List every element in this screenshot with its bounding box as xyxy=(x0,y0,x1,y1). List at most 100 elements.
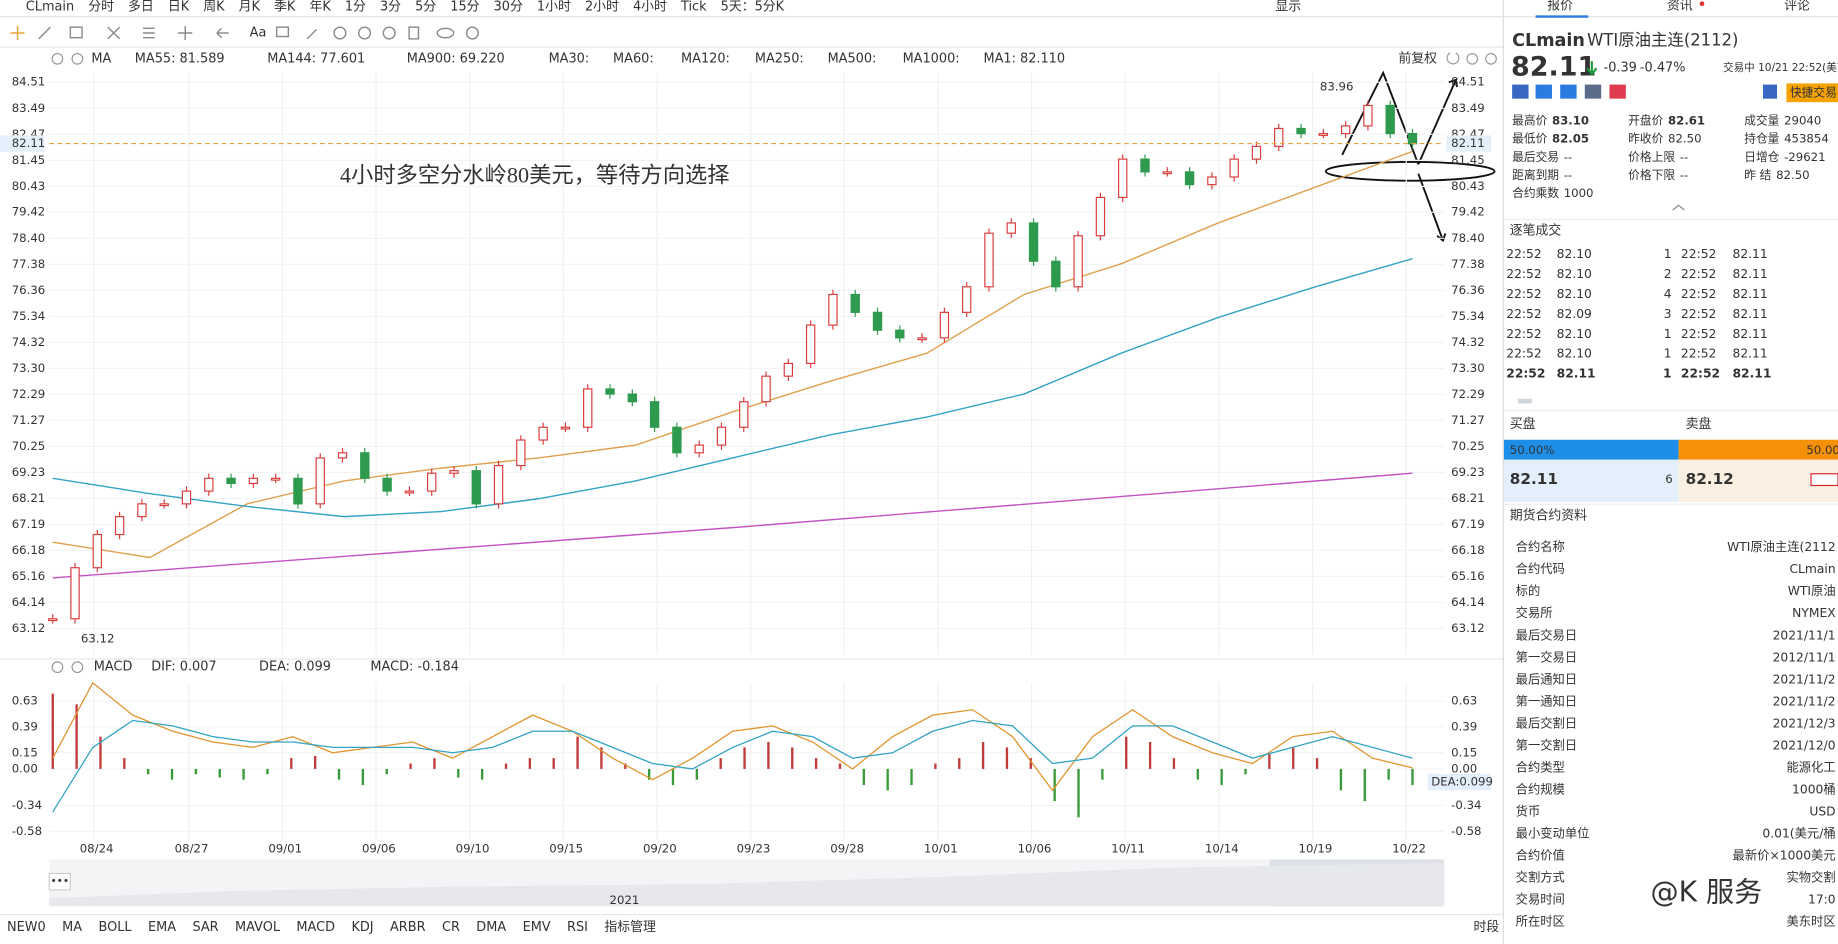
period-tab[interactable]: 1小时 xyxy=(537,0,571,15)
contract-label: 标的 xyxy=(1516,583,1541,598)
y-tick-label: 0.63 xyxy=(12,694,38,708)
quick-trade-label[interactable]: 快捷交易 xyxy=(1790,85,1837,99)
candle-body xyxy=(226,477,236,485)
period-tab[interactable]: 日K xyxy=(168,0,190,15)
indicator-tab[interactable]: SAR xyxy=(192,920,218,935)
period-tab[interactable]: 分时 xyxy=(88,0,114,15)
period-tab[interactable]: 30分 xyxy=(494,0,523,15)
indicator-tab[interactable]: EMA xyxy=(148,920,176,935)
contract-value: 美东时区 xyxy=(1786,915,1835,929)
y-tick-label-right: 80.43 xyxy=(1451,179,1485,193)
contract-value: 1000桶 xyxy=(1792,782,1836,797)
indicator-tab[interactable]: DMA xyxy=(476,920,506,935)
trade-time: 22:52 xyxy=(1681,347,1716,361)
indicator-tab[interactable]: MA xyxy=(62,920,82,935)
candle-body xyxy=(1184,171,1195,186)
period-tab[interactable]: Tick xyxy=(680,0,707,15)
panel-tab[interactable]: 报价 xyxy=(1547,0,1573,14)
candle-body xyxy=(427,472,437,492)
y-tick-label: 76.36 xyxy=(12,283,46,297)
period-tab[interactable]: 多日 xyxy=(128,0,154,15)
trade-time: 22:52 xyxy=(1506,367,1545,381)
timeline-menu[interactable] xyxy=(48,872,71,891)
trade-price: 82.09 xyxy=(1557,307,1592,321)
text-tool[interactable]: Aa xyxy=(250,26,267,41)
macd-bar xyxy=(1196,768,1199,780)
symbol-selector[interactable]: CLmain xyxy=(26,0,74,15)
candle-body xyxy=(204,477,214,492)
adjust-mode[interactable]: 前复权 xyxy=(1398,50,1437,66)
ma-line xyxy=(52,150,1413,559)
period-tab[interactable]: 5天：5分K xyxy=(721,0,785,15)
period-tab[interactable]: 周K xyxy=(203,0,225,15)
display-menu[interactable]: 显示 xyxy=(1275,0,1301,15)
macd-bar xyxy=(1268,752,1271,769)
ask-size-box xyxy=(1810,473,1838,487)
macd-bar xyxy=(528,758,532,769)
period-tab[interactable]: 15分 xyxy=(450,0,479,15)
macd-bar xyxy=(1411,768,1414,786)
period-tab[interactable]: 3分 xyxy=(380,0,401,15)
candle-body xyxy=(516,439,526,467)
bid-cell[interactable] xyxy=(1503,459,1679,502)
trade-time: 22:52 xyxy=(1681,327,1716,341)
stat-value: 1000 xyxy=(1564,186,1594,200)
candle-body xyxy=(382,477,392,492)
panel-icons[interactable] xyxy=(51,52,1497,674)
y-tick-label-right: 64.14 xyxy=(1451,595,1485,609)
contract-value: 17:0 xyxy=(1808,893,1836,907)
period-tab[interactable]: 5分 xyxy=(415,0,436,15)
period-tab[interactable]: 月K xyxy=(239,0,261,15)
drawing-tools[interactable] xyxy=(10,25,479,41)
x-tick-label: 10/06 xyxy=(1018,841,1052,855)
macd-bar xyxy=(1339,768,1343,791)
indicator-tab[interactable]: EMV xyxy=(523,920,551,935)
period-button[interactable]: 时段 xyxy=(1473,920,1499,935)
y-tick-label-right: 0.00 xyxy=(1451,761,1477,775)
indicator-tab[interactable]: NEW0 xyxy=(7,920,46,935)
indicator-tab[interactable]: MAVOL xyxy=(235,920,281,935)
candle-body xyxy=(1363,104,1373,127)
indicator-tab[interactable]: KDJ xyxy=(351,920,373,935)
quick-trade-button[interactable] xyxy=(1786,83,1838,103)
indicator-tab[interactable]: BOLL xyxy=(98,920,132,935)
period-tab[interactable]: 2小时 xyxy=(585,0,619,15)
indicator-tab[interactable]: 指标管理 xyxy=(604,920,656,935)
macd-bar xyxy=(51,693,54,769)
panel-tab[interactable]: 评论 xyxy=(1784,0,1810,14)
timeline-menu-dots[interactable]: ••• xyxy=(50,876,69,888)
indicator-tab[interactable]: CR xyxy=(442,920,460,935)
y-tick-label-right: -0.34 xyxy=(1451,798,1481,812)
y-tick-label-right: -0.58 xyxy=(1451,824,1481,838)
candle-body xyxy=(1140,158,1150,173)
trade-time: 22:52 xyxy=(1681,267,1716,281)
macd-bar xyxy=(123,758,126,769)
period-tab[interactable]: 1分 xyxy=(345,0,366,15)
bid-price: 82.11 xyxy=(1510,470,1558,488)
period-tab-active[interactable]: 4小时 xyxy=(633,0,667,15)
y-tick-label: 77.38 xyxy=(12,257,46,271)
panel-tab[interactable]: 资讯 xyxy=(1667,0,1693,14)
stat-value: -- xyxy=(1564,168,1572,182)
quote-change-pct: -0.47% xyxy=(1640,61,1686,76)
y-tick-label: 73.30 xyxy=(12,361,46,375)
collapse-arrow[interactable] xyxy=(1672,204,1685,211)
indicator-tab[interactable]: MACD xyxy=(296,920,335,935)
candle-body xyxy=(449,470,459,474)
contract-label: 货币 xyxy=(1516,804,1541,819)
indicator-tab[interactable]: RSI xyxy=(567,920,588,935)
candle-body xyxy=(315,457,325,505)
macd-bar xyxy=(838,763,842,769)
stat-label: 价格下限 xyxy=(1628,168,1675,182)
period-tab[interactable]: 季K xyxy=(274,0,296,15)
indicator-tab[interactable]: ARBR xyxy=(390,920,426,935)
stat-label: 昨 结 xyxy=(1744,168,1771,182)
trade-time: 22:52 xyxy=(1506,267,1541,281)
stat-value: 82.50 xyxy=(1668,132,1702,146)
trades-title: 逐笔成交 xyxy=(1510,223,1562,239)
market-icons[interactable] xyxy=(1512,84,1778,99)
x-tick-label: 09/28 xyxy=(830,841,864,855)
period-tab[interactable]: 年K xyxy=(309,0,331,15)
macd-bar xyxy=(600,747,603,769)
